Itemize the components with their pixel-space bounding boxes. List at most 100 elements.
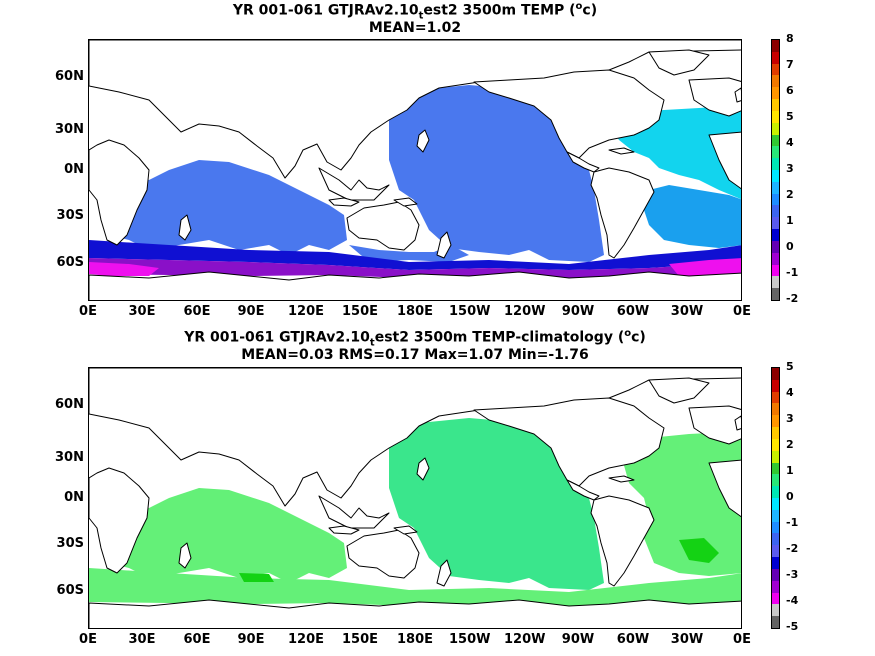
panel2-title-suffix: c) [631, 329, 646, 346]
lat-label: 0N [64, 490, 84, 505]
land-africa [89, 139, 150, 246]
lat-label: 60N [55, 397, 84, 412]
colorbar-cell [772, 521, 779, 534]
colorbar-cell [772, 122, 779, 136]
colorbar-cell [772, 40, 779, 53]
colorbar-cell [772, 240, 779, 254]
colorbar-label: 4 [786, 386, 794, 399]
land-greenland [648, 49, 710, 76]
tasman-region [349, 245, 469, 262]
colorbar-cell [772, 557, 779, 570]
lon-label: 30W [670, 632, 704, 647]
colorbar-cell [772, 229, 779, 242]
south-atlantic-region [644, 185, 741, 248]
colorbar-label: 5 [786, 360, 794, 373]
colorbar-cell [772, 415, 779, 428]
panel2-title: YR 001-061 GTJRAv2.10test2 3500m TEMP-cl… [0, 325, 830, 351]
land-indonesia [328, 197, 360, 207]
colorbar-cell [772, 580, 779, 594]
lon-label: 150E [341, 632, 379, 647]
land-antarctica [89, 271, 741, 300]
colorbar-cell [772, 51, 779, 65]
bright-green-patch-indian [239, 573, 274, 582]
land-australia [346, 201, 420, 251]
colorbar-cell [772, 391, 779, 404]
colorbar-label: -4 [786, 594, 799, 607]
colorbar-label: 2 [786, 438, 794, 451]
colorbar-cell [772, 63, 779, 76]
colorbar-label: 3 [786, 162, 794, 175]
colorbar-label: 7 [786, 58, 794, 71]
lon-label: 0E [79, 304, 97, 319]
colorbar-label: 0 [786, 240, 794, 253]
lon-label: 60W [616, 304, 650, 319]
lon-label: 120E [287, 632, 325, 647]
colorbar-cell [772, 181, 779, 195]
lat-label: 60N [55, 69, 84, 84]
colorbar-label: -1 [786, 516, 799, 529]
panel1-title-suffix: c) [582, 2, 598, 19]
indian-ocean-region [99, 488, 347, 583]
land-png [393, 197, 418, 207]
lat-label: 30N [55, 122, 84, 137]
land-mada [178, 542, 192, 569]
southern-ocean-blue-band [89, 240, 741, 270]
lon-label: 30W [670, 304, 704, 319]
panel2-title-sup: o [624, 328, 632, 339]
land-centam [566, 479, 600, 501]
land-masses [89, 40, 741, 300]
colorbar-label: 5 [786, 110, 794, 123]
lon-label: 150W [449, 632, 491, 647]
lon-label: 90E [237, 304, 265, 319]
land-northamerica [473, 69, 665, 159]
lon-label: 120E [287, 304, 325, 319]
colorbar-cell [772, 252, 779, 266]
colorbar-cell [772, 498, 779, 511]
land-masses [89, 368, 741, 628]
colorbar-cell [772, 110, 779, 124]
lon-label: 90W [561, 304, 595, 319]
colorbar-label: -3 [786, 568, 799, 581]
colorbar-cell [772, 276, 779, 289]
colorbar-label: -2 [786, 542, 799, 555]
lon-label: 0E [79, 632, 97, 647]
panel2-colorbar [771, 367, 780, 629]
land-northamerica [473, 397, 665, 487]
colorbar-label: 8 [786, 32, 794, 45]
colorbar-label: -5 [786, 620, 799, 633]
colorbar-cell [772, 604, 779, 617]
colorbar-cell [772, 368, 779, 381]
panel2-title-prefix: YR 001-061 GTJRAv2.10 [184, 329, 370, 346]
colorbar-cell [772, 450, 779, 464]
colorbar-cell [772, 545, 779, 558]
land-uk [734, 415, 741, 431]
colorbar-cell [772, 264, 779, 277]
land-cuba [608, 147, 635, 155]
colorbar-label: 3 [786, 412, 794, 425]
colorbar-cell [772, 568, 779, 582]
lon-label: 180E [396, 304, 434, 319]
land-png [393, 525, 418, 535]
land-mada [178, 214, 192, 241]
land-indonesia [328, 525, 360, 535]
colorbar-cell [772, 99, 779, 112]
lon-label: 0E [733, 632, 751, 647]
panel2-title-sub: t [369, 337, 375, 349]
colorbar-cell [772, 87, 779, 100]
bright-green-patch [679, 538, 719, 563]
colorbar-cell [772, 427, 779, 440]
lat-label: 60S [56, 255, 84, 270]
land-centam [566, 151, 600, 173]
colorbar-label: 2 [786, 188, 794, 201]
land-africa_r [708, 131, 741, 190]
panel1-title-sup: o [575, 1, 583, 12]
lon-label: 60W [616, 632, 650, 647]
southern-ocean-region [89, 568, 741, 606]
land-australia [346, 529, 420, 579]
colorbar-label: 4 [786, 136, 794, 149]
land-seasia [318, 167, 390, 201]
magenta-patch-atlantic [669, 258, 741, 278]
magenta-patch-indian [89, 262, 159, 276]
colorbar-cell [772, 75, 779, 88]
panel2-title-mid: est2 3500m TEMP-climatology ( [374, 329, 625, 346]
